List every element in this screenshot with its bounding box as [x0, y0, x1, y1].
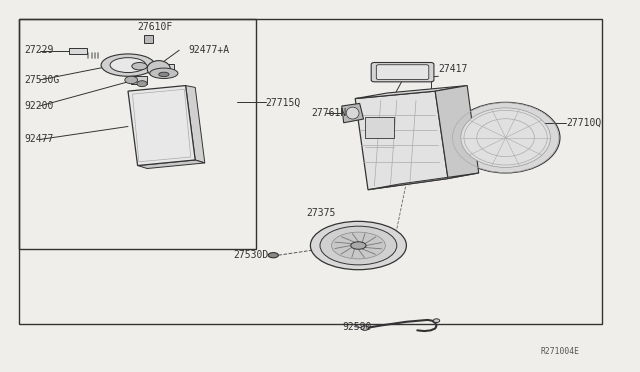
Text: 27761N: 27761N	[312, 109, 347, 118]
Bar	[69, 48, 87, 54]
Bar	[154, 64, 174, 74]
Text: 92477+A: 92477+A	[189, 45, 230, 55]
Ellipse shape	[451, 102, 560, 173]
Text: 27710Q: 27710Q	[566, 118, 602, 128]
Text: 92590: 92590	[342, 322, 372, 331]
Text: 27530G: 27530G	[24, 75, 60, 85]
Ellipse shape	[332, 232, 385, 259]
Text: 27610F: 27610F	[138, 22, 173, 32]
Bar	[19, 19, 256, 249]
Bar	[19, 19, 602, 324]
Ellipse shape	[310, 221, 406, 270]
Polygon shape	[355, 86, 467, 99]
Text: 92477: 92477	[24, 135, 54, 144]
Bar	[144, 35, 153, 43]
Ellipse shape	[433, 319, 440, 323]
Ellipse shape	[159, 72, 169, 77]
Ellipse shape	[147, 61, 170, 77]
Ellipse shape	[361, 326, 369, 330]
Ellipse shape	[110, 58, 146, 73]
Polygon shape	[342, 103, 364, 123]
Polygon shape	[355, 91, 448, 190]
Bar	[131, 76, 147, 84]
Polygon shape	[186, 86, 205, 163]
Ellipse shape	[351, 242, 366, 249]
Ellipse shape	[461, 108, 550, 167]
Text: 27715Q: 27715Q	[266, 97, 301, 107]
Polygon shape	[435, 86, 479, 179]
Text: 27229: 27229	[24, 45, 54, 55]
Ellipse shape	[125, 76, 138, 84]
Text: 27530D: 27530D	[234, 250, 269, 260]
Ellipse shape	[137, 81, 147, 87]
Ellipse shape	[150, 68, 178, 78]
Ellipse shape	[132, 62, 147, 70]
Polygon shape	[128, 86, 195, 166]
Ellipse shape	[346, 107, 359, 119]
Text: 27417: 27417	[438, 64, 468, 74]
Ellipse shape	[268, 253, 278, 258]
Polygon shape	[368, 173, 479, 190]
Text: 27375: 27375	[306, 208, 335, 218]
Polygon shape	[138, 160, 205, 169]
Ellipse shape	[101, 54, 155, 76]
FancyBboxPatch shape	[371, 62, 434, 82]
FancyBboxPatch shape	[376, 65, 429, 80]
Ellipse shape	[320, 226, 397, 265]
Bar	[365, 117, 394, 138]
Text: 92200: 92200	[24, 101, 54, 111]
Text: R271004E: R271004E	[541, 347, 580, 356]
